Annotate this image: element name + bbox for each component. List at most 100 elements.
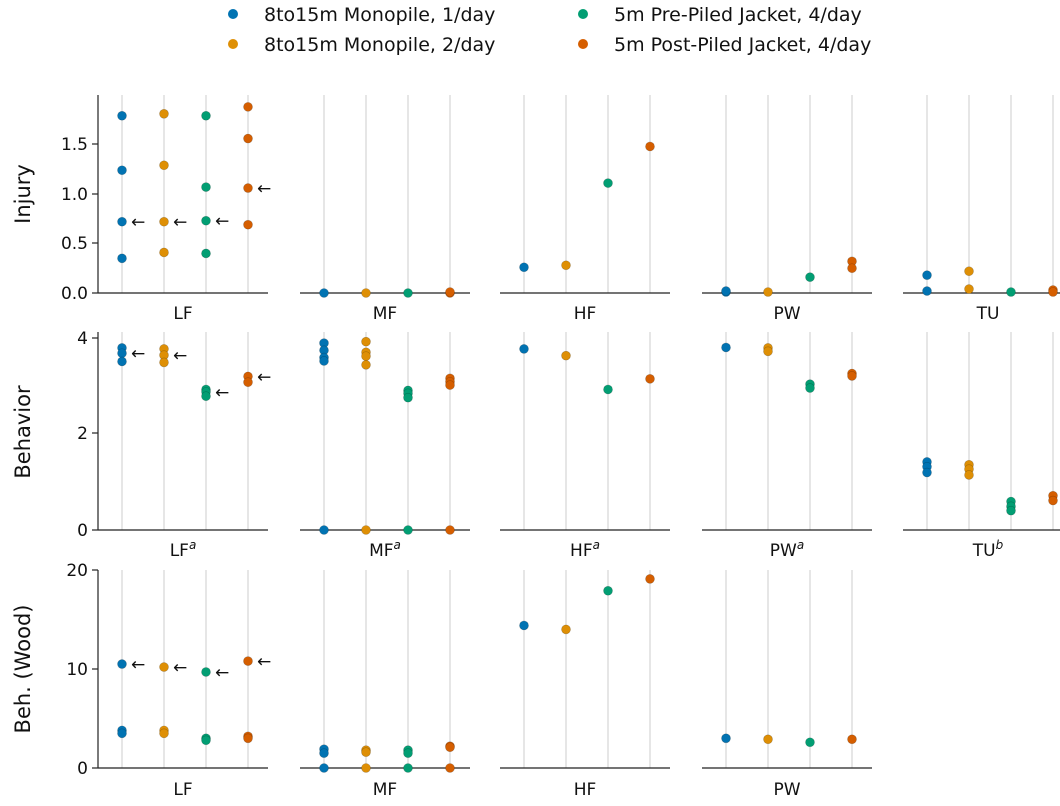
- legend-marker-0: [228, 8, 238, 19]
- point-1-1-2-2: [403, 392, 413, 403]
- point-0-0-2-3: [201, 248, 211, 259]
- point-0-0-0-0: [117, 110, 127, 121]
- point-0-1-2-0: [403, 288, 413, 298]
- point-0-0-1-1: [159, 160, 169, 171]
- panel-label-2-1: MF: [373, 780, 397, 800]
- point-1-2-0-0: [519, 344, 529, 354]
- point-1-0-0-2: [117, 356, 127, 367]
- point-0-2-1-0: [561, 260, 571, 271]
- point-1-3-3-1: [847, 371, 857, 381]
- point-1-4-3-1: [1048, 495, 1058, 506]
- point-0-4-0-0: [922, 270, 932, 280]
- point-2-1-1-2: [361, 763, 371, 773]
- arrow-annotation-1-0-0: ←: [131, 344, 145, 364]
- point-2-1-3-1: [445, 742, 455, 753]
- point-2-0-1-0: [159, 662, 169, 672]
- legend-label-2: 5m Pre-Piled Jacket, 4/day: [614, 4, 862, 26]
- point-0-0-0-1: [117, 165, 127, 176]
- point-1-4-2-2: [1006, 505, 1016, 516]
- point-0-0-1-3: [159, 247, 169, 258]
- point-1-1-1-2: [361, 351, 371, 361]
- arrow-annotation-1-0-1: ←: [173, 346, 187, 366]
- point-1-1-0-4: [319, 525, 329, 535]
- point-0-0-1-0: [159, 109, 169, 119]
- point-0-3-1-0: [763, 287, 773, 297]
- point-0-2-3-0: [645, 141, 655, 152]
- point-0-2-2-0: [603, 178, 613, 188]
- point-2-1-1-1: [361, 747, 371, 757]
- point-1-4-1-2: [964, 470, 974, 480]
- panel-label-1-2: HFa: [570, 538, 600, 561]
- point-0-0-2-0: [201, 110, 211, 121]
- arrow-annotation-2-0-2: ←: [215, 663, 229, 683]
- arrow-annotation-2-0-3: ←: [257, 652, 271, 672]
- point-2-0-2-2: [201, 735, 211, 746]
- point-2-2-2-0: [603, 585, 613, 596]
- point-1-2-2-0: [603, 384, 613, 395]
- point-1-1-0-3: [319, 356, 329, 366]
- legend-item-2: 5m Pre-Piled Jacket, 4/day: [578, 4, 862, 26]
- arrow-annotation-2-0-1: ←: [173, 658, 187, 678]
- point-1-3-1-1: [763, 346, 773, 357]
- point-1-1-3-3: [445, 525, 455, 535]
- point-2-3-3-0: [847, 734, 857, 745]
- row-label-1: Behavior: [11, 385, 35, 479]
- point-2-1-0-1: [319, 748, 329, 758]
- point-0-0-3-0: [243, 102, 253, 112]
- point-0-2-0-0: [519, 262, 529, 273]
- point-0-1-3-1: [445, 287, 455, 297]
- panel-label-2-3: PW: [773, 780, 800, 800]
- panel-label-0-4: TU: [976, 304, 1000, 324]
- point-0-0-2-2: [201, 215, 211, 226]
- point-2-0-1-2: [159, 728, 169, 739]
- point-1-4-0-2: [922, 467, 932, 478]
- y-tick-label-1-1: 2: [77, 424, 88, 444]
- y-tick-label-0-2: 1.0: [61, 185, 88, 205]
- point-1-0-0-1: [117, 348, 127, 359]
- panel-label-0-0: LF: [173, 304, 192, 324]
- point-2-1-0-2: [319, 763, 329, 773]
- point-1-1-1-0: [361, 336, 371, 347]
- point-1-0-1-2: [159, 357, 169, 368]
- legend-item-3: 5m Post-Piled Jacket, 4/day: [578, 34, 871, 56]
- panel-label-1-3: PWa: [770, 538, 804, 561]
- point-0-0-2-1: [201, 182, 211, 192]
- point-2-0-3-0: [243, 656, 253, 666]
- point-0-4-0-1: [922, 286, 932, 296]
- point-2-3-2-0: [805, 737, 815, 748]
- point-0-1-0-0: [319, 288, 329, 298]
- y-tick-label-2-0: 0: [77, 759, 88, 779]
- panel-label-0-1: MF: [373, 304, 397, 324]
- point-0-4-3-1: [1048, 287, 1058, 297]
- arrow-annotation-0-0-3: ←: [257, 179, 271, 199]
- point-1-1-1-3: [361, 360, 371, 370]
- arrow-annotation-0-0-2: ←: [215, 212, 229, 232]
- point-0-0-3-3: [243, 219, 253, 230]
- panel-label-1-4: TUb: [972, 538, 1004, 561]
- point-0-0-3-1: [243, 133, 253, 144]
- point-1-2-1-0: [561, 350, 571, 361]
- point-1-1-1-4: [361, 525, 371, 535]
- point-0-0-0-3: [117, 253, 127, 264]
- point-1-1-3-2: [445, 380, 455, 390]
- arrow-annotation-0-0-1: ←: [173, 213, 187, 233]
- y-tick-label-0-0: 0.0: [61, 284, 88, 304]
- arrow-annotation-2-0-0: ←: [131, 655, 145, 675]
- point-2-1-3-2: [445, 763, 455, 773]
- panel-label-0-2: HF: [574, 304, 597, 324]
- point-1-0-3-1: [243, 377, 253, 388]
- legend-marker-3: [578, 38, 588, 49]
- point-2-0-0-2: [117, 728, 127, 739]
- panel-label-1-1: MFa: [369, 538, 401, 561]
- point-2-2-0-0: [519, 620, 529, 631]
- point-2-1-2-2: [403, 763, 413, 773]
- point-2-0-0-0: [117, 659, 127, 669]
- point-0-3-3-1: [847, 263, 857, 274]
- legend-marker-2: [578, 8, 588, 19]
- point-2-3-0-0: [721, 733, 731, 744]
- point-2-2-1-0: [561, 624, 571, 635]
- point-0-3-0-1: [721, 286, 731, 296]
- legend-item-1: 8to15m Monopile, 2/day: [228, 34, 495, 56]
- y-tick-label-2-1: 10: [66, 660, 88, 680]
